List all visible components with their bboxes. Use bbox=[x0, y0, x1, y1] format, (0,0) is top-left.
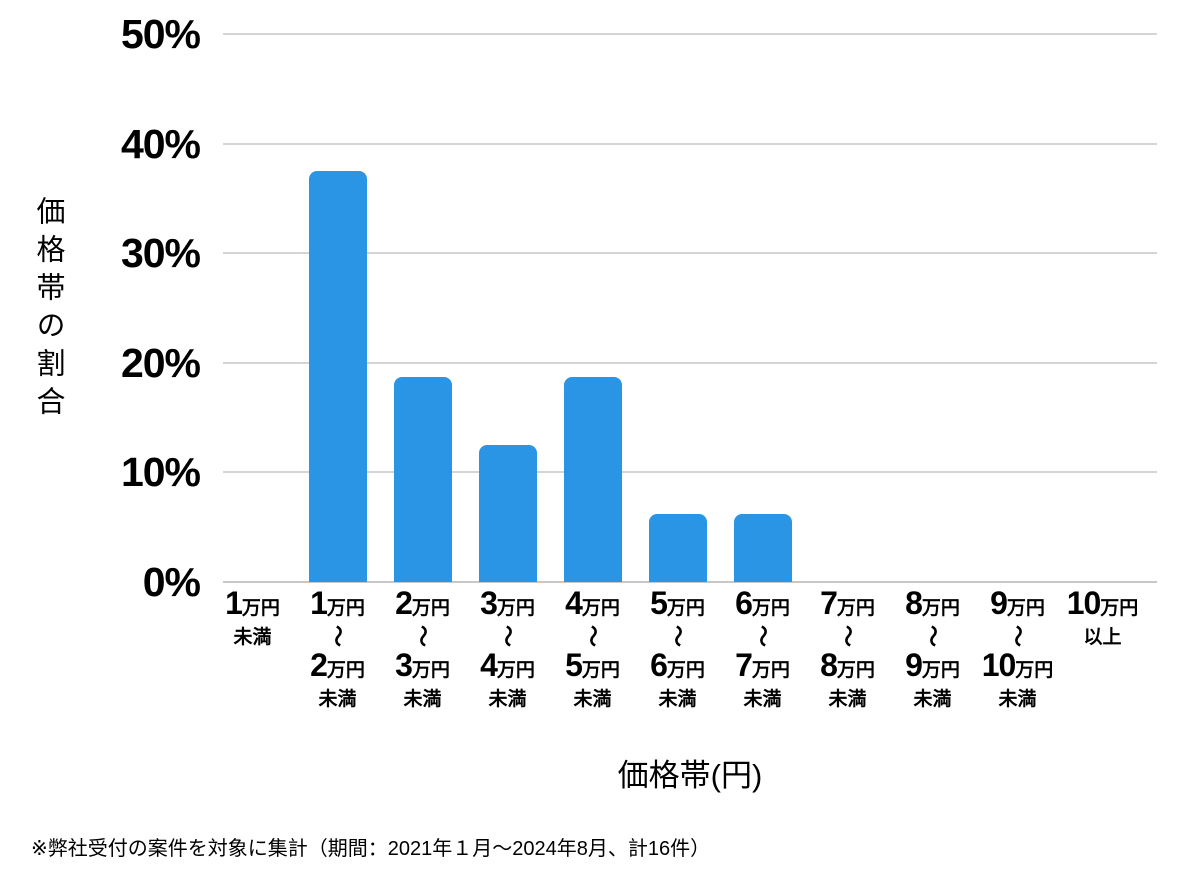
category-label: 6万円〜 7万円 未満 bbox=[735, 585, 790, 710]
wave-dash: 〜 bbox=[495, 624, 521, 648]
category-label: 1万円〜 2万円 未満 bbox=[310, 585, 365, 710]
bar-slot bbox=[295, 34, 380, 582]
bar-slot bbox=[890, 34, 975, 582]
bar-slot bbox=[380, 34, 465, 582]
bar-slot bbox=[550, 34, 635, 582]
y-tick-label: 50% bbox=[120, 11, 201, 57]
y-tick-label: 10% bbox=[120, 449, 201, 496]
bar bbox=[478, 445, 537, 582]
bar-slot bbox=[1060, 34, 1145, 582]
category-label: 5万円〜 6万円 未満 bbox=[650, 585, 705, 710]
wave-dash: 〜 bbox=[750, 624, 776, 648]
y-tick-label: 20% bbox=[120, 339, 201, 386]
y-tick-label: 0% bbox=[142, 559, 201, 605]
footnote: ※弊社受付の案件を対象に集計（期間：2021年１月～2024年8月、計16件） bbox=[31, 838, 711, 860]
gridline bbox=[223, 581, 1157, 583]
category-label: 3万円〜 4万円 未満 bbox=[480, 585, 535, 710]
plot-area bbox=[223, 33, 1157, 583]
wave-dash: 〜 bbox=[1005, 624, 1031, 648]
y-axis-title: 価格帯の割合 bbox=[32, 196, 64, 424]
x-axis-title: 価格帯(円) bbox=[617, 758, 763, 793]
bar-slot bbox=[465, 34, 550, 582]
wave-dash: 〜 bbox=[920, 624, 946, 648]
gridline bbox=[223, 252, 1157, 255]
category-label: 7万円〜 8万円 未満 bbox=[820, 585, 875, 710]
bar bbox=[563, 376, 622, 582]
wave-dash: 〜 bbox=[835, 624, 861, 648]
bar-slot bbox=[975, 34, 1060, 582]
bar-slot bbox=[210, 34, 295, 582]
category-label: 8万円〜 9万円 未満 bbox=[905, 585, 960, 710]
bar-slot bbox=[635, 34, 720, 582]
bars-row bbox=[210, 34, 1145, 582]
category-label: 4万円〜 5万円 未満 bbox=[565, 585, 620, 710]
category-label: 1万円 未満 bbox=[225, 585, 280, 648]
bar bbox=[308, 171, 367, 582]
x-axis-category-labels: 1万円 未満 1万円〜 2万円 未満 2万円〜 3万円 未満 3万円〜 4万円 未満 4万円〜 5万円未… bbox=[210, 585, 1145, 712]
wave-dash: 〜 bbox=[410, 624, 436, 648]
y-axis-ticks: 0% 10% 20% 30% 40% 50% bbox=[0, 0, 201, 874]
wave-dash: 〜 bbox=[665, 624, 691, 648]
gridline bbox=[223, 361, 1157, 364]
category-label: 9万円〜 10万円 未満 bbox=[981, 585, 1054, 710]
category-label: 10万円 以上 bbox=[1066, 585, 1139, 648]
category-label: 2万円〜 3万円 未満 bbox=[395, 585, 450, 710]
gridline bbox=[223, 33, 1157, 35]
bar bbox=[393, 376, 452, 582]
gridline bbox=[223, 142, 1157, 145]
bar-slot bbox=[805, 34, 890, 582]
y-tick-label: 40% bbox=[120, 120, 201, 167]
bar bbox=[733, 513, 792, 582]
bar-slot bbox=[720, 34, 805, 582]
y-tick-label: 30% bbox=[120, 230, 201, 277]
wave-dash: 〜 bbox=[325, 624, 351, 648]
wave-dash: 〜 bbox=[580, 624, 606, 648]
bar bbox=[648, 513, 707, 582]
gridline bbox=[223, 471, 1157, 474]
